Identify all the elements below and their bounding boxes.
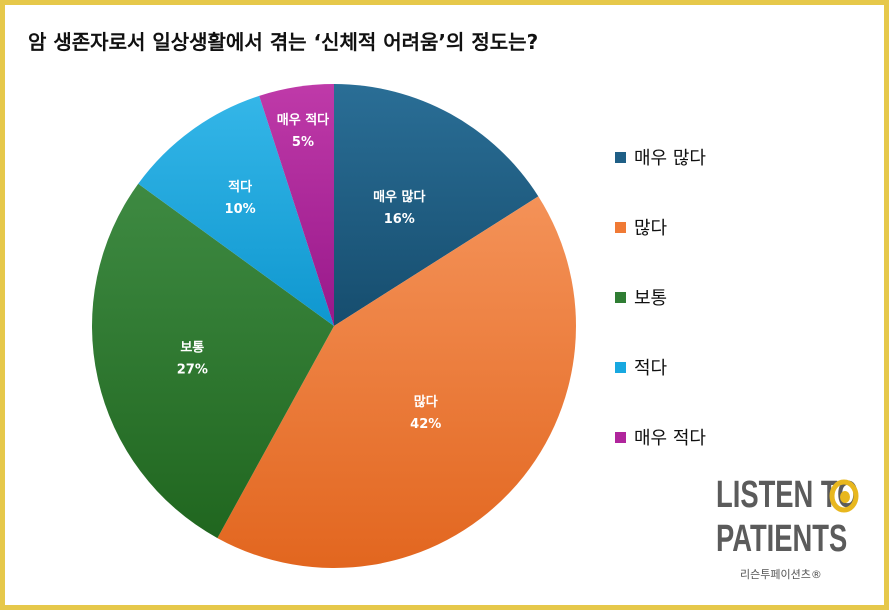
listen-to-patients-logo: LISTEN TO PATIENTS 리슨투페이션츠® (716, 476, 866, 586)
legend-label: 적다 (634, 358, 668, 379)
legend-swatch (615, 431, 626, 443)
legend-label: 매우 적다 (634, 428, 706, 449)
slice-percent-label: 10% (225, 202, 256, 217)
legend-label: 매우 많다 (634, 148, 706, 169)
logo-line-2: PATIENTS (716, 518, 848, 560)
logo-ear-icon (829, 479, 859, 513)
legend-swatch (615, 151, 626, 163)
legend-swatch (615, 221, 626, 233)
pie-slice-4 (138, 95, 334, 326)
legend-label: 보통 (634, 288, 668, 309)
pie-slice-3 (91, 183, 334, 539)
legend-swatch (615, 291, 626, 303)
slice-category-label: 보통 (180, 341, 204, 356)
legend-item: 적다 (615, 355, 667, 379)
pie-slice-1 (334, 84, 539, 326)
logo-subtitle: 리슨투페이션츠® (740, 568, 822, 581)
legend-item: 많다 (615, 215, 667, 239)
legend-swatch (615, 361, 626, 373)
legend-item: 매우 많다 (615, 145, 706, 169)
slice-percent-label: 5% (292, 135, 314, 150)
legend-item: 매우 적다 (615, 425, 706, 449)
pie-slice-2 (217, 196, 576, 568)
slice-category-label: 매우 많다 (373, 189, 425, 205)
slice-category-label: 적다 (228, 179, 252, 195)
legend-label: 많다 (634, 218, 668, 239)
slice-percent-label: 27% (177, 363, 208, 378)
slice-percent-label: 16% (384, 212, 415, 227)
pie-slice-5 (259, 84, 334, 326)
legend-item: 보통 (615, 285, 667, 309)
chart-title: 암 생존자로서 일상생활에서 겪는 ‘신체적 어려움’의 정도는? (28, 30, 539, 54)
slice-category-label: 매우 적다 (277, 112, 329, 128)
slice-percent-label: 42% (410, 417, 441, 432)
slice-category-label: 많다 (414, 394, 438, 410)
